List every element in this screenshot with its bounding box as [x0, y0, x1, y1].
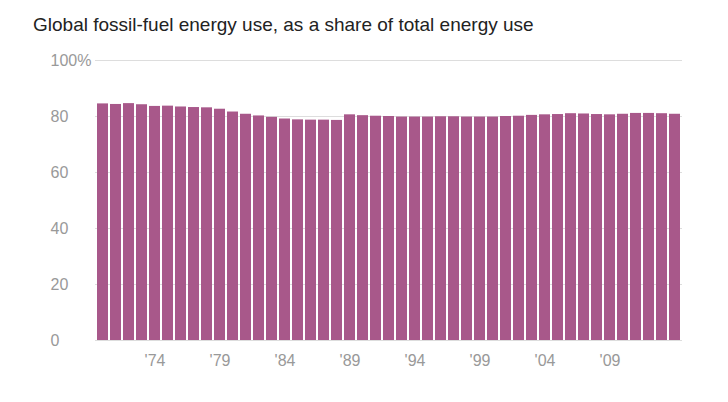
- svg-text:'89: '89: [340, 352, 361, 369]
- svg-text:60: 60: [51, 164, 69, 181]
- svg-text:80: 80: [51, 108, 69, 125]
- svg-text:100%: 100%: [51, 52, 92, 69]
- svg-text:20: 20: [51, 276, 69, 293]
- svg-text:'99: '99: [470, 352, 491, 369]
- svg-text:0: 0: [51, 332, 60, 349]
- svg-text:'04: '04: [535, 352, 556, 369]
- svg-text:40: 40: [51, 220, 69, 237]
- svg-text:'84: '84: [275, 352, 296, 369]
- svg-text:'94: '94: [405, 352, 426, 369]
- svg-text:'09: '09: [600, 352, 621, 369]
- svg-text:'79: '79: [210, 352, 231, 369]
- svg-text:'74: '74: [145, 352, 166, 369]
- html-text:Global fossil-fuel energy use,: Global fossil-fuel energy use, as a shar…: [33, 14, 534, 35]
